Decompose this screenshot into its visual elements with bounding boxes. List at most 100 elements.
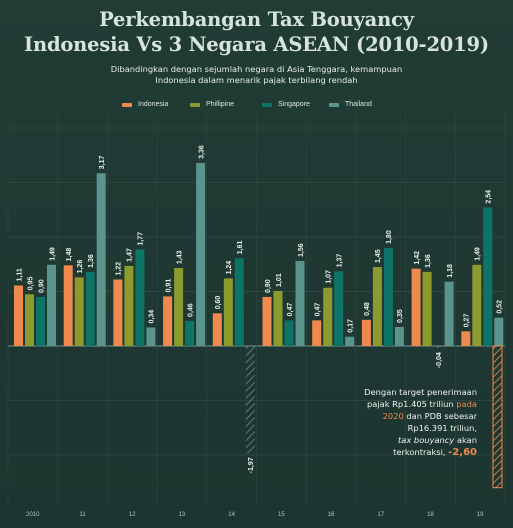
bar-phillipine-14	[223, 278, 233, 346]
bar-phillipine-11	[74, 277, 84, 346]
bar-phillipine-18	[422, 271, 432, 346]
x-axis: 2010 11 12 13 14 15 16 17 18 19	[26, 512, 484, 518]
legend-swatch-thailand	[329, 102, 339, 107]
bar-singapore-14	[234, 258, 244, 346]
data-label-thailand-16: 0,17	[348, 319, 355, 333]
bar-phillipine-13	[174, 268, 184, 346]
data-label-phillipine-15: 1,01	[276, 273, 283, 287]
data-label-singapore-11: 1,36	[88, 254, 95, 268]
bar-singapore-2010	[36, 296, 45, 346]
data-label-thailand-19: 0,52	[497, 300, 504, 314]
data-label-singapore-14: 1,61	[237, 241, 244, 255]
x-tick-label: 12	[129, 512, 136, 518]
x-tick-label: 15	[278, 512, 285, 518]
chart-title-line-1: Perkembangan Tax Bouyancy	[99, 8, 414, 31]
projection-bar-2020	[492, 345, 503, 489]
data-labels: 1,11 0,95 0,90 1,49 1,48 1,26 1,36 3,17 1,22 1,47…	[16, 145, 503, 473]
data-label-indonesia-18: 1,42	[414, 251, 421, 265]
x-tick-label: 18	[427, 512, 434, 518]
annotation-line-6: terkontraksi, -2,60	[349, 446, 477, 459]
bar-phillipine-19	[472, 264, 482, 346]
data-label-thailand-17: 0,35	[397, 309, 404, 323]
data-label-singapore-12: 1,77	[138, 232, 145, 246]
data-label-indonesia-11: 1,48	[66, 248, 73, 262]
bar-indonesia-14	[212, 313, 222, 346]
bars	[14, 162, 504, 489]
bar-thailand-17	[394, 326, 404, 346]
chart-title-line-2: Indonesia Vs 3 Negara ASEAN (2010-2019)	[24, 33, 489, 56]
annotation-text-3b: dan PDB sebesar	[403, 411, 477, 421]
data-label-phillipine-17: 1,45	[375, 249, 382, 263]
bar-indonesia-11	[63, 265, 73, 346]
data-label-phillipine-13: 1,43	[176, 250, 183, 264]
bar-phillipine-17	[372, 266, 382, 346]
legend-label-indonesia: Indonesia	[138, 101, 169, 108]
bar-phillipine-16	[323, 287, 333, 346]
annotation-text-2b: pada	[456, 399, 477, 409]
legend-item-singapore: Singapore	[262, 101, 310, 108]
bar-indonesia-2010	[14, 285, 23, 346]
chart-legend: Indonesia Phillipine Singapore Thailand	[0, 101, 513, 113]
bar-indonesia-16	[312, 320, 322, 346]
data-label-indonesia-14: 0,60	[215, 296, 222, 310]
data-label-thailand-13: 3,36	[198, 145, 205, 159]
data-label-indonesia-2010: 1,11	[16, 268, 23, 281]
bar-singapore-12	[135, 249, 145, 346]
data-label-thailand-14: -1,97	[248, 457, 255, 473]
data-label-thailand-15: 1,56	[298, 243, 305, 257]
bar-phillipine-12	[124, 265, 134, 346]
data-label-phillipine-2010: 0,95	[27, 276, 34, 290]
data-label-singapore-16: 1,37	[337, 254, 344, 268]
annotation-value: -2,60	[448, 447, 477, 458]
legend-swatch-indonesia	[122, 102, 132, 107]
x-tick-label: 2010	[26, 512, 40, 518]
annotation-text-2a: pajak Rp1.405 triliun	[366, 399, 457, 409]
bar-thailand-16	[345, 336, 355, 346]
data-label-thailand-12: 0,34	[149, 310, 156, 324]
annotation-line-4: Rp16.391 triliun,	[407, 423, 477, 433]
bar-singapore-19	[483, 207, 493, 346]
data-label-singapore-18: -0,04	[436, 352, 443, 368]
bar-indonesia-18	[411, 268, 421, 346]
data-label-phillipine-11: 1,26	[77, 260, 84, 274]
bar-thailand-13	[196, 162, 206, 346]
data-label-phillipine-12: 1,47	[127, 248, 134, 262]
data-label-singapore-17: 1,80	[386, 230, 393, 244]
data-label-thailand-11: 3,17	[99, 156, 106, 170]
legend-item-indonesia: Indonesia	[122, 101, 168, 108]
data-label-singapore-13: 0,46	[187, 303, 194, 317]
annotation-line-1: Dengan target penerimaan	[364, 387, 477, 397]
gridlines	[7, 112, 506, 505]
data-label-singapore-2010: 0,90	[38, 279, 45, 293]
data-label-indonesia-15: 0,90	[265, 279, 272, 293]
bar-thailand-2010	[47, 264, 56, 346]
bar-thailand-19	[494, 317, 504, 346]
data-label-phillipine-19: 1,49	[475, 247, 482, 261]
bar-singapore-11	[85, 271, 95, 346]
bar-singapore-13	[185, 320, 195, 346]
annotation-line-2: pajak Rp1.405 triliun pada	[349, 398, 477, 410]
subtitle-line-2: Indonesia dalam menarik pajak terbilang …	[155, 75, 358, 85]
legend-label-thailand: Thailand	[345, 101, 372, 108]
data-label-indonesia-12: 1,22	[116, 262, 123, 276]
legend-label-phillipine: Phillipine	[206, 101, 235, 108]
bar-singapore-17	[383, 247, 393, 346]
annotation-text-5a: tax bouyancy	[398, 435, 455, 445]
data-label-thailand-18: 1,18	[447, 264, 454, 278]
bar-indonesia-12	[113, 279, 123, 346]
annotation-line-5: tax bouyancy akan	[349, 434, 477, 446]
bar-thailand-11	[96, 173, 106, 346]
x-tick-label: 16	[328, 512, 335, 518]
bar-singapore-15	[284, 320, 294, 346]
data-label-singapore-15: 0,47	[287, 303, 294, 317]
x-tick-label: 14	[228, 512, 235, 518]
x-tick-label: 13	[179, 512, 186, 518]
bar-singapore-18	[433, 346, 443, 349]
subtitle-line-1: Dibandingkan dengan sejumlah negara di A…	[110, 64, 403, 74]
bar-indonesia-15	[262, 296, 272, 346]
data-label-thailand-2010: 1,49	[49, 247, 56, 261]
annotation-line-3: 2020 dan PDB sebesar	[349, 410, 477, 422]
chart-subtitle: Dibandingkan dengan sejumlah negara di A…	[0, 64, 513, 86]
